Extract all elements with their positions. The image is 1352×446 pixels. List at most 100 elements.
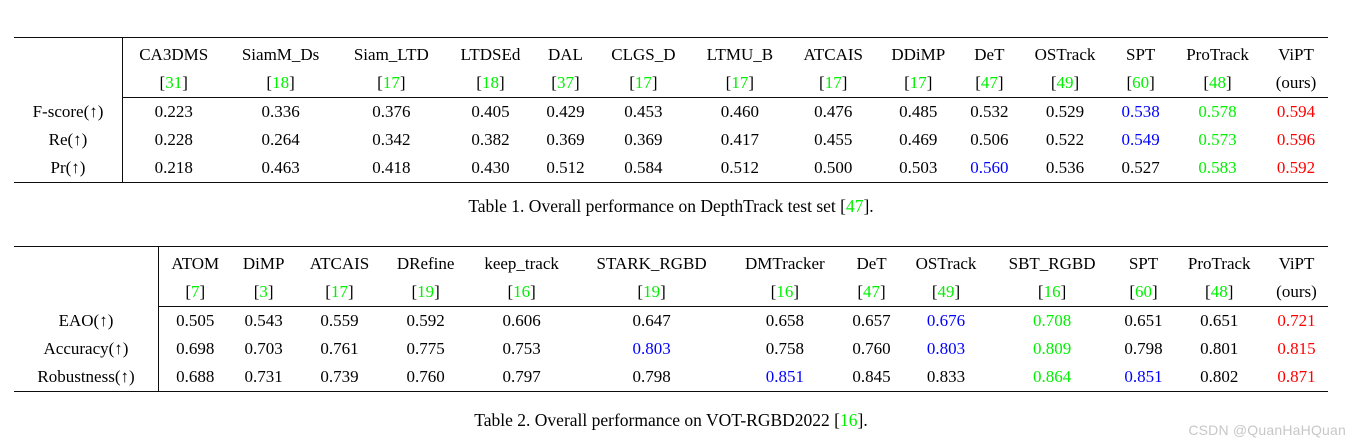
metric-value: 0.584 — [624, 158, 663, 178]
column-header-vipt: ViPT — [1278, 45, 1314, 65]
metric-value: 0.647 — [632, 311, 671, 331]
citation-link[interactable]: 16 — [840, 410, 858, 430]
citation-link[interactable]: 48 — [1209, 73, 1227, 93]
watermark: CSDN @QuanHaHQuan — [1188, 422, 1346, 438]
column-header-sbt-rgbd: SBT_RGBD — [1008, 254, 1096, 274]
metric-value: 0.803 — [632, 339, 671, 359]
citation-link[interactable]: 47 — [980, 73, 998, 93]
metric-value: 0.503 — [899, 158, 938, 178]
row-label: F-score(↑) — [14, 97, 123, 126]
metric-value: 0.342 — [372, 130, 411, 150]
metric-value: 0.522 — [1045, 130, 1085, 150]
metric-value: 0.753 — [502, 339, 541, 359]
column-citation: [31] — [122, 69, 225, 98]
citation-link[interactable]: 17 — [824, 73, 842, 93]
metric-value: 0.731 — [244, 367, 283, 387]
citation-link[interactable]: 60 — [1132, 73, 1150, 93]
metric-value: 0.833 — [926, 367, 966, 387]
citation-link[interactable]: 18 — [272, 73, 290, 93]
metric-value: 0.703 — [244, 339, 283, 359]
metric-value: 0.264 — [261, 130, 300, 150]
column-header-protrack: ProTrack — [1186, 45, 1249, 65]
citation-link[interactable]: 48 — [1210, 282, 1228, 302]
metric-value: 0.801 — [1200, 339, 1239, 359]
row-label: Robustness(↑) — [14, 363, 159, 392]
metric-value: 0.761 — [320, 339, 359, 359]
metric-value: 0.505 — [176, 311, 215, 331]
citation-link[interactable]: 16 — [513, 282, 531, 302]
metric-value: 0.573 — [1198, 130, 1237, 150]
metric-value: 0.657 — [852, 311, 891, 331]
citation-link[interactable]: 19 — [417, 282, 435, 302]
metric-value: 0.417 — [720, 130, 759, 150]
column-header-spt: SPT — [1126, 45, 1156, 65]
metric-value: 0.802 — [1200, 367, 1239, 387]
metric-value: 0.658 — [765, 311, 804, 331]
column-header-ca3dms: CA3DMS — [139, 45, 209, 65]
citation-link[interactable]: 60 — [1135, 282, 1152, 302]
citation-link[interactable]: 19 — [643, 282, 661, 302]
column-citation: [18] — [445, 69, 536, 98]
metric-value: 0.463 — [261, 158, 300, 178]
metric-value: 0.512 — [546, 158, 585, 178]
citation-link[interactable]: 49 — [1056, 73, 1074, 93]
citation-link[interactable]: 17 — [634, 73, 652, 93]
metric-value: 0.798 — [1124, 339, 1163, 359]
citation-link[interactable]: 47 — [845, 196, 864, 216]
column-header-stark-rgbd: STARK_RGBD — [596, 254, 707, 274]
citation-link[interactable]: 17 — [330, 282, 348, 302]
column-citation: [49] — [1019, 69, 1111, 98]
metric-value: 0.223 — [154, 102, 193, 122]
metric-value: 0.218 — [154, 158, 193, 178]
citation-link[interactable]: 17 — [382, 73, 400, 93]
vot-rgbd2022-table-container: ATOM DiMP ATCAIS DRefine keep_track STARK_RGB… — [14, 246, 1328, 392]
column-citation: [17] — [595, 69, 691, 98]
metric-value: 0.809 — [1032, 339, 1072, 359]
column-header-ltdsed: LTDSEd — [460, 45, 521, 65]
column-header-det: DeT — [974, 45, 1005, 65]
metric-value: 0.506 — [970, 130, 1009, 150]
citation-link[interactable]: 16 — [1043, 282, 1061, 302]
metric-value: 0.228 — [154, 130, 193, 150]
column-header-siamm-ds: SiamM_Ds — [241, 45, 320, 65]
citation-link[interactable]: 7 — [191, 282, 200, 302]
metric-value: 0.336 — [261, 102, 300, 122]
metric-value: 0.559 — [320, 311, 359, 331]
column-citation: [19] — [575, 278, 729, 307]
citation-link[interactable]: 18 — [481, 73, 499, 93]
metric-value: 0.418 — [372, 158, 411, 178]
metric-value: 0.476 — [814, 102, 853, 122]
citation-link[interactable]: 31 — [165, 73, 183, 93]
citation-link[interactable]: 3 — [259, 282, 268, 302]
metric-value: 0.429 — [546, 102, 585, 122]
column-header-dimp: DiMP — [242, 254, 285, 274]
metric-value: 0.651 — [1124, 311, 1163, 331]
column-header-protrack: ProTrack — [1187, 254, 1251, 274]
metric-value: 0.798 — [632, 367, 671, 387]
column-subheader-ours: (ours) — [1264, 69, 1328, 98]
column-header-ostrack: OSTrack — [915, 254, 977, 274]
citation-link[interactable]: 37 — [556, 73, 574, 93]
column-header-ostrack: OSTrack — [1034, 45, 1096, 65]
metric-value: 0.583 — [1198, 158, 1237, 178]
metric-value: 0.430 — [471, 158, 510, 178]
citation-link[interactable]: 16 — [776, 282, 794, 302]
column-header-dmtracker: DMTracker — [745, 254, 825, 274]
column-citation: [18] — [224, 69, 337, 98]
citation-link[interactable]: 17 — [731, 73, 749, 93]
column-header-atcais: ATCAIS — [309, 254, 370, 274]
corner-cell — [14, 37, 123, 98]
metric-value: 0.453 — [624, 102, 663, 122]
metric-value: 0.500 — [814, 158, 853, 178]
column-citation: [16] — [728, 278, 842, 307]
metric-value: 0.708 — [1032, 311, 1072, 331]
citation-link[interactable]: 47 — [863, 282, 881, 302]
citation-link[interactable]: 49 — [937, 282, 955, 302]
citation-link[interactable]: 17 — [909, 73, 927, 93]
column-citation: [60] — [1110, 69, 1172, 98]
column-header-atcais: ATCAIS — [803, 45, 863, 65]
column-citation: [17] — [295, 278, 384, 307]
metric-value: 0.815 — [1277, 339, 1316, 359]
metric-value: 0.369 — [624, 130, 663, 150]
